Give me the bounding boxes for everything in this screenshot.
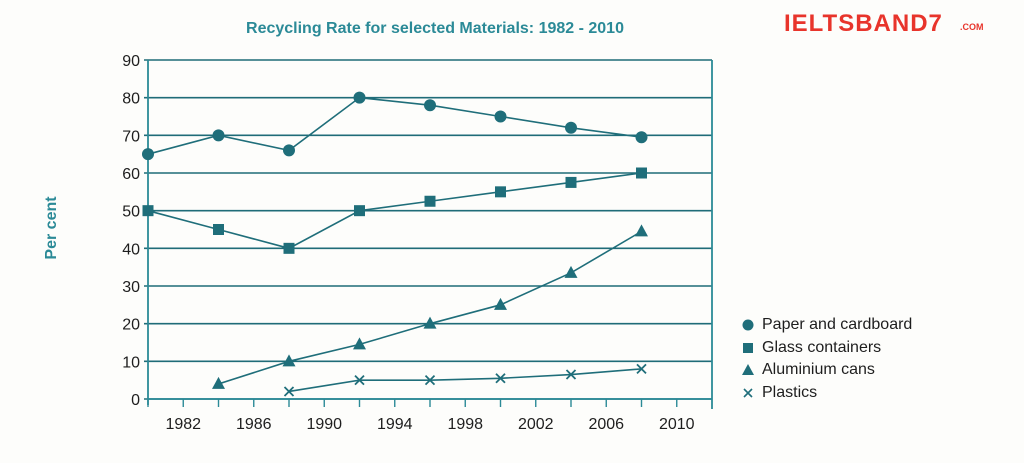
- data-point-paper-and-cardboard: [353, 91, 366, 104]
- y-tick-label: 50: [122, 204, 140, 221]
- data-point-paper-and-cardboard: [283, 144, 295, 157]
- legend-item-paper-and-cardboard: Paper and cardboard: [738, 314, 912, 337]
- x-tick-label: 2010: [659, 416, 695, 433]
- x-tick-label: 1994: [377, 416, 413, 433]
- x-tick-label: 1986: [236, 416, 272, 433]
- brand-logo-suffix: .COM: [960, 22, 984, 32]
- data-point-glass-containers: [424, 195, 436, 207]
- series-line-paper-and-cardboard: [147, 96, 642, 155]
- y-tick-label: 20: [122, 317, 140, 334]
- data-point-glass-containers: [283, 242, 295, 254]
- data-point-paper-and-cardboard: [635, 131, 648, 144]
- legend-label: Glass containers: [762, 338, 882, 356]
- triangle-marker-icon: [742, 364, 754, 376]
- y-tick-label: 40: [122, 241, 140, 258]
- y-tick-label: 80: [122, 91, 140, 108]
- x-tick-label: 1998: [447, 416, 483, 433]
- x-tick-label: 2006: [588, 416, 624, 433]
- data-point-aluminium-cans: [212, 376, 225, 389]
- legend: Paper and cardboard Glass containers Alumi…: [738, 314, 912, 404]
- data-point-paper-and-cardboard: [212, 129, 225, 142]
- data-point-plastics: [354, 375, 365, 386]
- cross-marker-icon: [743, 388, 753, 398]
- x-tick-label: 1982: [165, 416, 201, 433]
- data-point-plastics: [424, 375, 436, 386]
- data-point-glass-containers: [213, 224, 224, 235]
- circle-marker-icon: [742, 319, 754, 331]
- data-point-glass-containers: [636, 167, 647, 179]
- series-line-plastics: [288, 368, 642, 393]
- data-point-glass-containers: [565, 176, 577, 188]
- data-point-aluminium-cans: [353, 337, 366, 350]
- chart-title: Recycling Rate for selected Materials: 1…: [246, 20, 624, 37]
- data-point-aluminium-cans: [423, 316, 437, 329]
- data-point-aluminium-cans: [564, 265, 578, 278]
- legend-label: Paper and cardboard: [762, 316, 913, 334]
- y-tick-label: 60: [122, 166, 140, 183]
- data-point-aluminium-cans: [282, 354, 296, 367]
- data-point-plastics: [565, 369, 577, 380]
- data-point-paper-and-cardboard: [142, 148, 154, 161]
- data-point-plastics: [495, 373, 506, 384]
- x-tick-label: 1990: [306, 416, 342, 433]
- data-point-plastics: [636, 363, 647, 375]
- y-tick-label: 30: [122, 279, 140, 296]
- series-line-glass-containers: [147, 172, 642, 250]
- data-point-glass-containers: [495, 186, 506, 198]
- legend-label: Plastics: [762, 383, 818, 401]
- x-tick-label: 2002: [518, 416, 554, 433]
- data-point-glass-containers: [142, 205, 154, 217]
- y-tick-label: 90: [122, 53, 140, 70]
- legend-item-plastics: Plastics: [738, 382, 912, 405]
- y-tick-label: 10: [122, 354, 140, 371]
- y-tick-label: 70: [122, 128, 140, 145]
- square-marker-icon: [743, 342, 753, 353]
- data-point-plastics: [283, 386, 295, 397]
- legend-item-aluminium-cans: Aluminium cans: [738, 359, 912, 382]
- data-point-aluminium-cans: [494, 297, 507, 310]
- brand-logo: IELTSBAND7: [784, 10, 943, 37]
- data-point-paper-and-cardboard: [565, 121, 577, 134]
- y-tick-label: 0: [131, 392, 140, 409]
- data-point-aluminium-cans: [635, 224, 648, 237]
- legend-label: Aluminium cans: [762, 361, 875, 379]
- data-point-paper-and-cardboard: [494, 110, 507, 123]
- data-point-glass-containers: [354, 205, 365, 217]
- legend-item-glass-containers: Glass containers: [738, 337, 912, 360]
- data-point-paper-and-cardboard: [424, 99, 436, 112]
